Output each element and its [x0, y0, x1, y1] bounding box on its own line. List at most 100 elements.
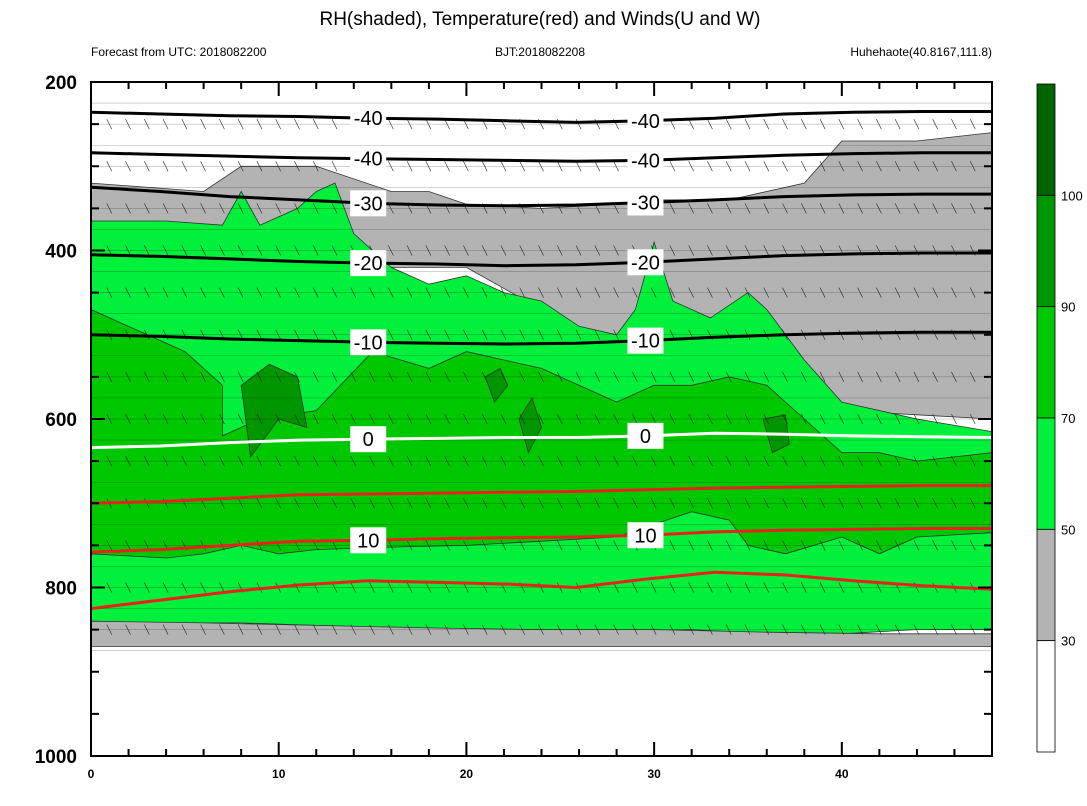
- rh-patch-3: [518, 396, 542, 454]
- y-tick-label: 400: [45, 242, 77, 263]
- contour-label: -40: [631, 150, 660, 172]
- wind-barb: [106, 540, 113, 551]
- wind-barb: [181, 582, 188, 593]
- colorbar-label: 100: [1061, 188, 1083, 203]
- wind-barb: [200, 118, 206, 130]
- wind-barb: [369, 498, 375, 509]
- wind-barb: [463, 540, 469, 551]
- wind-barb: [613, 371, 619, 383]
- wind-barb: [425, 329, 432, 340]
- wind-barb: [932, 413, 938, 425]
- wind-barb: [444, 540, 450, 551]
- wind-barb: [857, 540, 863, 551]
- wind-barb: [406, 118, 413, 130]
- wind-barb: [481, 371, 488, 383]
- wind-barb: [162, 161, 169, 172]
- wind-barb: [894, 624, 901, 635]
- wind-barb: [857, 455, 863, 467]
- wind-barb: [350, 582, 357, 593]
- wind-barb: [106, 203, 113, 214]
- wind-barb: [857, 161, 863, 172]
- wind-barb: [782, 624, 788, 635]
- wind-barb: [632, 624, 638, 635]
- wind-barb: [932, 624, 938, 635]
- wind-barb: [932, 161, 938, 172]
- wind-barb: [801, 371, 807, 383]
- wind-barb: [312, 498, 319, 509]
- wind-barb: [237, 413, 244, 425]
- wind-barb: [406, 582, 413, 593]
- wind-barb: [463, 245, 469, 256]
- wind-barb: [294, 203, 300, 214]
- wind-barb: [444, 413, 450, 425]
- wind-barb: [707, 161, 713, 172]
- wind-barb: [219, 203, 225, 214]
- wind-barb: [763, 287, 770, 298]
- wind-barb: [256, 455, 263, 467]
- wind-barb: [237, 624, 244, 635]
- wind-barb: [782, 371, 788, 383]
- wind-barb: [894, 203, 901, 214]
- wind-barb: [106, 582, 113, 593]
- wind-barb: [463, 287, 469, 298]
- wind-barb: [106, 371, 113, 383]
- wind-barb: [125, 118, 131, 130]
- wind-barb: [688, 161, 694, 172]
- wind-barb: [256, 245, 263, 256]
- wind-barb: [500, 540, 507, 551]
- wind-barb: [275, 245, 281, 256]
- wind-barb: [331, 455, 338, 467]
- wind-barb: [669, 624, 676, 635]
- wind-barb: [575, 540, 582, 551]
- wind-barb: [463, 413, 469, 425]
- wind-barb: [969, 624, 976, 635]
- contour-label-box: [627, 147, 664, 174]
- wind-barb: [632, 287, 638, 298]
- wind-barb: [294, 624, 300, 635]
- wind-barb: [312, 624, 319, 635]
- wind-barb: [876, 371, 882, 383]
- wind-barb: [819, 624, 826, 635]
- wind-barb: [256, 203, 263, 214]
- wind-barb: [913, 540, 920, 551]
- wind-barb: [782, 118, 788, 130]
- wind-barb: [857, 371, 863, 383]
- wind-barb: [594, 624, 601, 635]
- wind-barb: [388, 161, 394, 172]
- wind-barb: [425, 540, 432, 551]
- wind-barb: [763, 203, 770, 214]
- wind-barb: [444, 624, 450, 635]
- wind-barb: [707, 413, 713, 425]
- wind-barb: [331, 413, 338, 425]
- wind-barb: [969, 498, 976, 509]
- wind-barb: [388, 329, 394, 340]
- wind-barb: [801, 287, 807, 298]
- wind-barb: [801, 498, 807, 509]
- wind-barb: [763, 161, 770, 172]
- wind-barb: [312, 413, 319, 425]
- wind-barb: [256, 498, 263, 509]
- contour-label: -30: [631, 192, 660, 214]
- wind-barb: [481, 455, 488, 467]
- wind-barb: [350, 498, 357, 509]
- wind-barb: [125, 540, 131, 551]
- wind-barb: [801, 582, 807, 593]
- wind-barb: [894, 371, 901, 383]
- contour-label-box: [350, 426, 387, 453]
- wind-barb: [463, 161, 469, 172]
- wind-barb: [876, 287, 882, 298]
- wind-barb: [951, 161, 957, 172]
- wind-barb: [125, 245, 131, 256]
- wind-barb: [876, 413, 882, 425]
- temp-contour: [91, 110, 992, 124]
- wind-barb: [969, 118, 976, 130]
- wind-barb: [106, 624, 113, 635]
- wind-barb: [951, 371, 957, 383]
- wind-barb: [838, 371, 845, 383]
- wind-barb: [125, 582, 131, 593]
- contour-label: 0: [640, 426, 651, 448]
- wind-barb: [162, 203, 169, 214]
- wind-barb: [819, 371, 826, 383]
- wind-barb: [594, 245, 601, 256]
